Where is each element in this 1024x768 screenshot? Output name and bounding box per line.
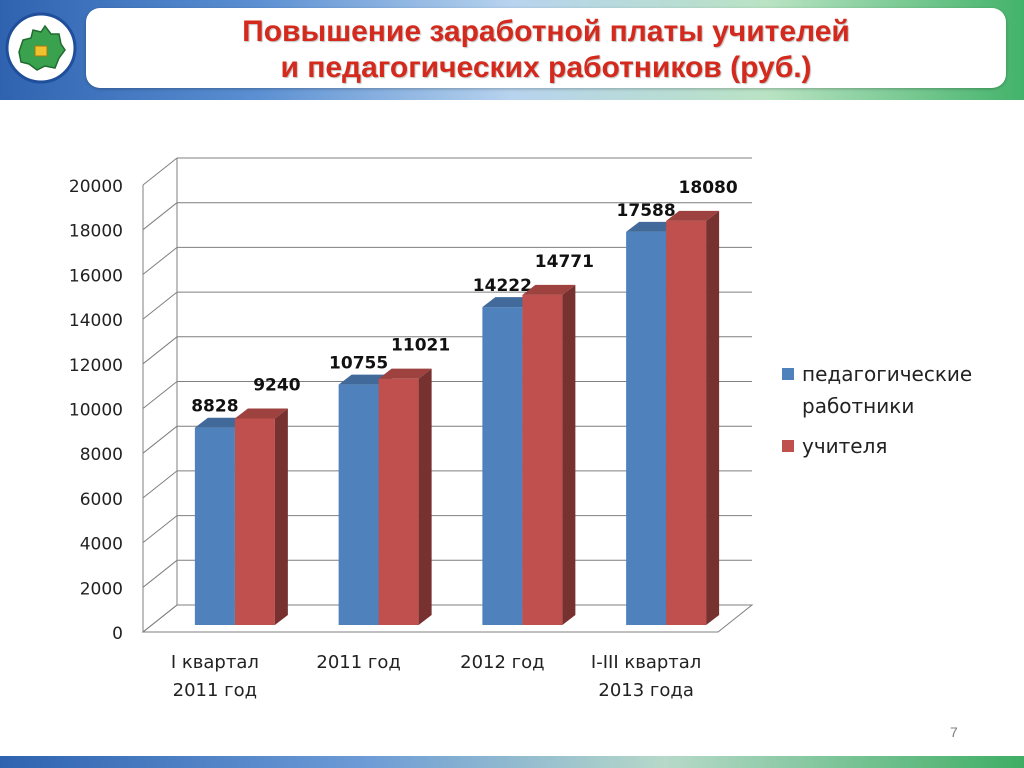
gridline-depth bbox=[142, 291, 178, 320]
y-tick-label: 2000 bbox=[80, 579, 123, 599]
x-tick-label: 2011 год bbox=[173, 680, 257, 701]
legend-swatch-series-2 bbox=[782, 440, 794, 452]
bar-top bbox=[626, 221, 680, 232]
legend-swatch-series-1 bbox=[782, 368, 794, 380]
legend-item-series-2: учителя bbox=[780, 430, 1010, 462]
gridline-depth bbox=[142, 336, 178, 365]
floor bbox=[141, 604, 754, 633]
region-map-emblem-icon bbox=[5, 12, 77, 84]
data-label: 18080 bbox=[679, 178, 738, 198]
gridline-depth bbox=[142, 157, 178, 186]
bar-front bbox=[378, 378, 419, 625]
bar-top bbox=[522, 284, 576, 295]
data-label: 14771 bbox=[535, 252, 594, 272]
title-panel bbox=[86, 8, 1006, 88]
x-tick-label: 2012 год bbox=[460, 652, 544, 673]
y-tick-label: 8000 bbox=[80, 445, 123, 465]
y-tick-label: 18000 bbox=[69, 222, 123, 242]
y-tick-label: 6000 bbox=[80, 490, 123, 510]
gridline-depth bbox=[142, 425, 178, 454]
bar-top bbox=[234, 408, 288, 419]
bar-front bbox=[194, 427, 235, 625]
gridline-depth bbox=[142, 470, 178, 499]
bar-front bbox=[666, 220, 707, 626]
legend: педагогические работники учителя bbox=[780, 358, 1010, 462]
data-label: 9240 bbox=[253, 375, 300, 395]
y-tick-label: 16000 bbox=[69, 266, 123, 286]
y-tick-label: 10000 bbox=[69, 401, 123, 421]
data-label: 11021 bbox=[391, 336, 450, 356]
gridline-depth bbox=[142, 381, 178, 409]
data-label: 14222 bbox=[473, 276, 532, 296]
bar-front bbox=[522, 294, 563, 625]
bar-front bbox=[626, 231, 667, 625]
bar-side bbox=[562, 284, 576, 625]
title-line-1: Повышение заработной платы учителей bbox=[242, 15, 850, 48]
data-label: 8828 bbox=[191, 397, 238, 417]
bar-top bbox=[378, 368, 432, 379]
title-line-2: и педагогических работников (руб.) bbox=[280, 51, 812, 84]
bar-front bbox=[482, 307, 523, 625]
page-title: Повышение заработной платы учителей и пе… bbox=[86, 10, 1006, 90]
bar-top bbox=[194, 417, 248, 428]
x-tick-label: 2013 года bbox=[598, 680, 693, 701]
x-tick-label: I-III квартал bbox=[591, 652, 701, 673]
footer-band bbox=[0, 756, 1024, 768]
legend-label-series-1-line-2: работники bbox=[802, 394, 915, 418]
bar-side bbox=[274, 408, 288, 625]
bar-front bbox=[338, 384, 379, 625]
page-number: 7 bbox=[950, 724, 958, 740]
x-tick-label: 2011 год bbox=[316, 652, 400, 673]
legend-item-series-1: педагогические работники bbox=[780, 358, 1010, 422]
gridline-depth bbox=[142, 515, 178, 543]
legend-label-series-2: учителя bbox=[802, 434, 888, 458]
bar-front bbox=[234, 418, 275, 625]
bar-top bbox=[338, 374, 392, 385]
y-tick-label: 4000 bbox=[80, 535, 123, 555]
bar-side bbox=[706, 210, 720, 626]
data-label: 17588 bbox=[617, 201, 676, 221]
gridline-depth bbox=[142, 202, 178, 231]
bar-top bbox=[482, 297, 536, 308]
y-tick-label: 12000 bbox=[69, 356, 123, 376]
data-label: 10755 bbox=[329, 354, 388, 374]
legend-label-series-1-line-1: педагогические bbox=[802, 362, 973, 386]
y-tick-label: 14000 bbox=[69, 311, 123, 331]
y-tick-label: 0 bbox=[112, 624, 123, 644]
y-tick-label: 20000 bbox=[69, 177, 123, 197]
x-tick-label: I квартал bbox=[171, 652, 259, 673]
gridline-depth bbox=[142, 247, 178, 275]
gridline-depth bbox=[142, 559, 178, 588]
bar-top bbox=[666, 210, 720, 221]
bar-side bbox=[418, 368, 432, 625]
